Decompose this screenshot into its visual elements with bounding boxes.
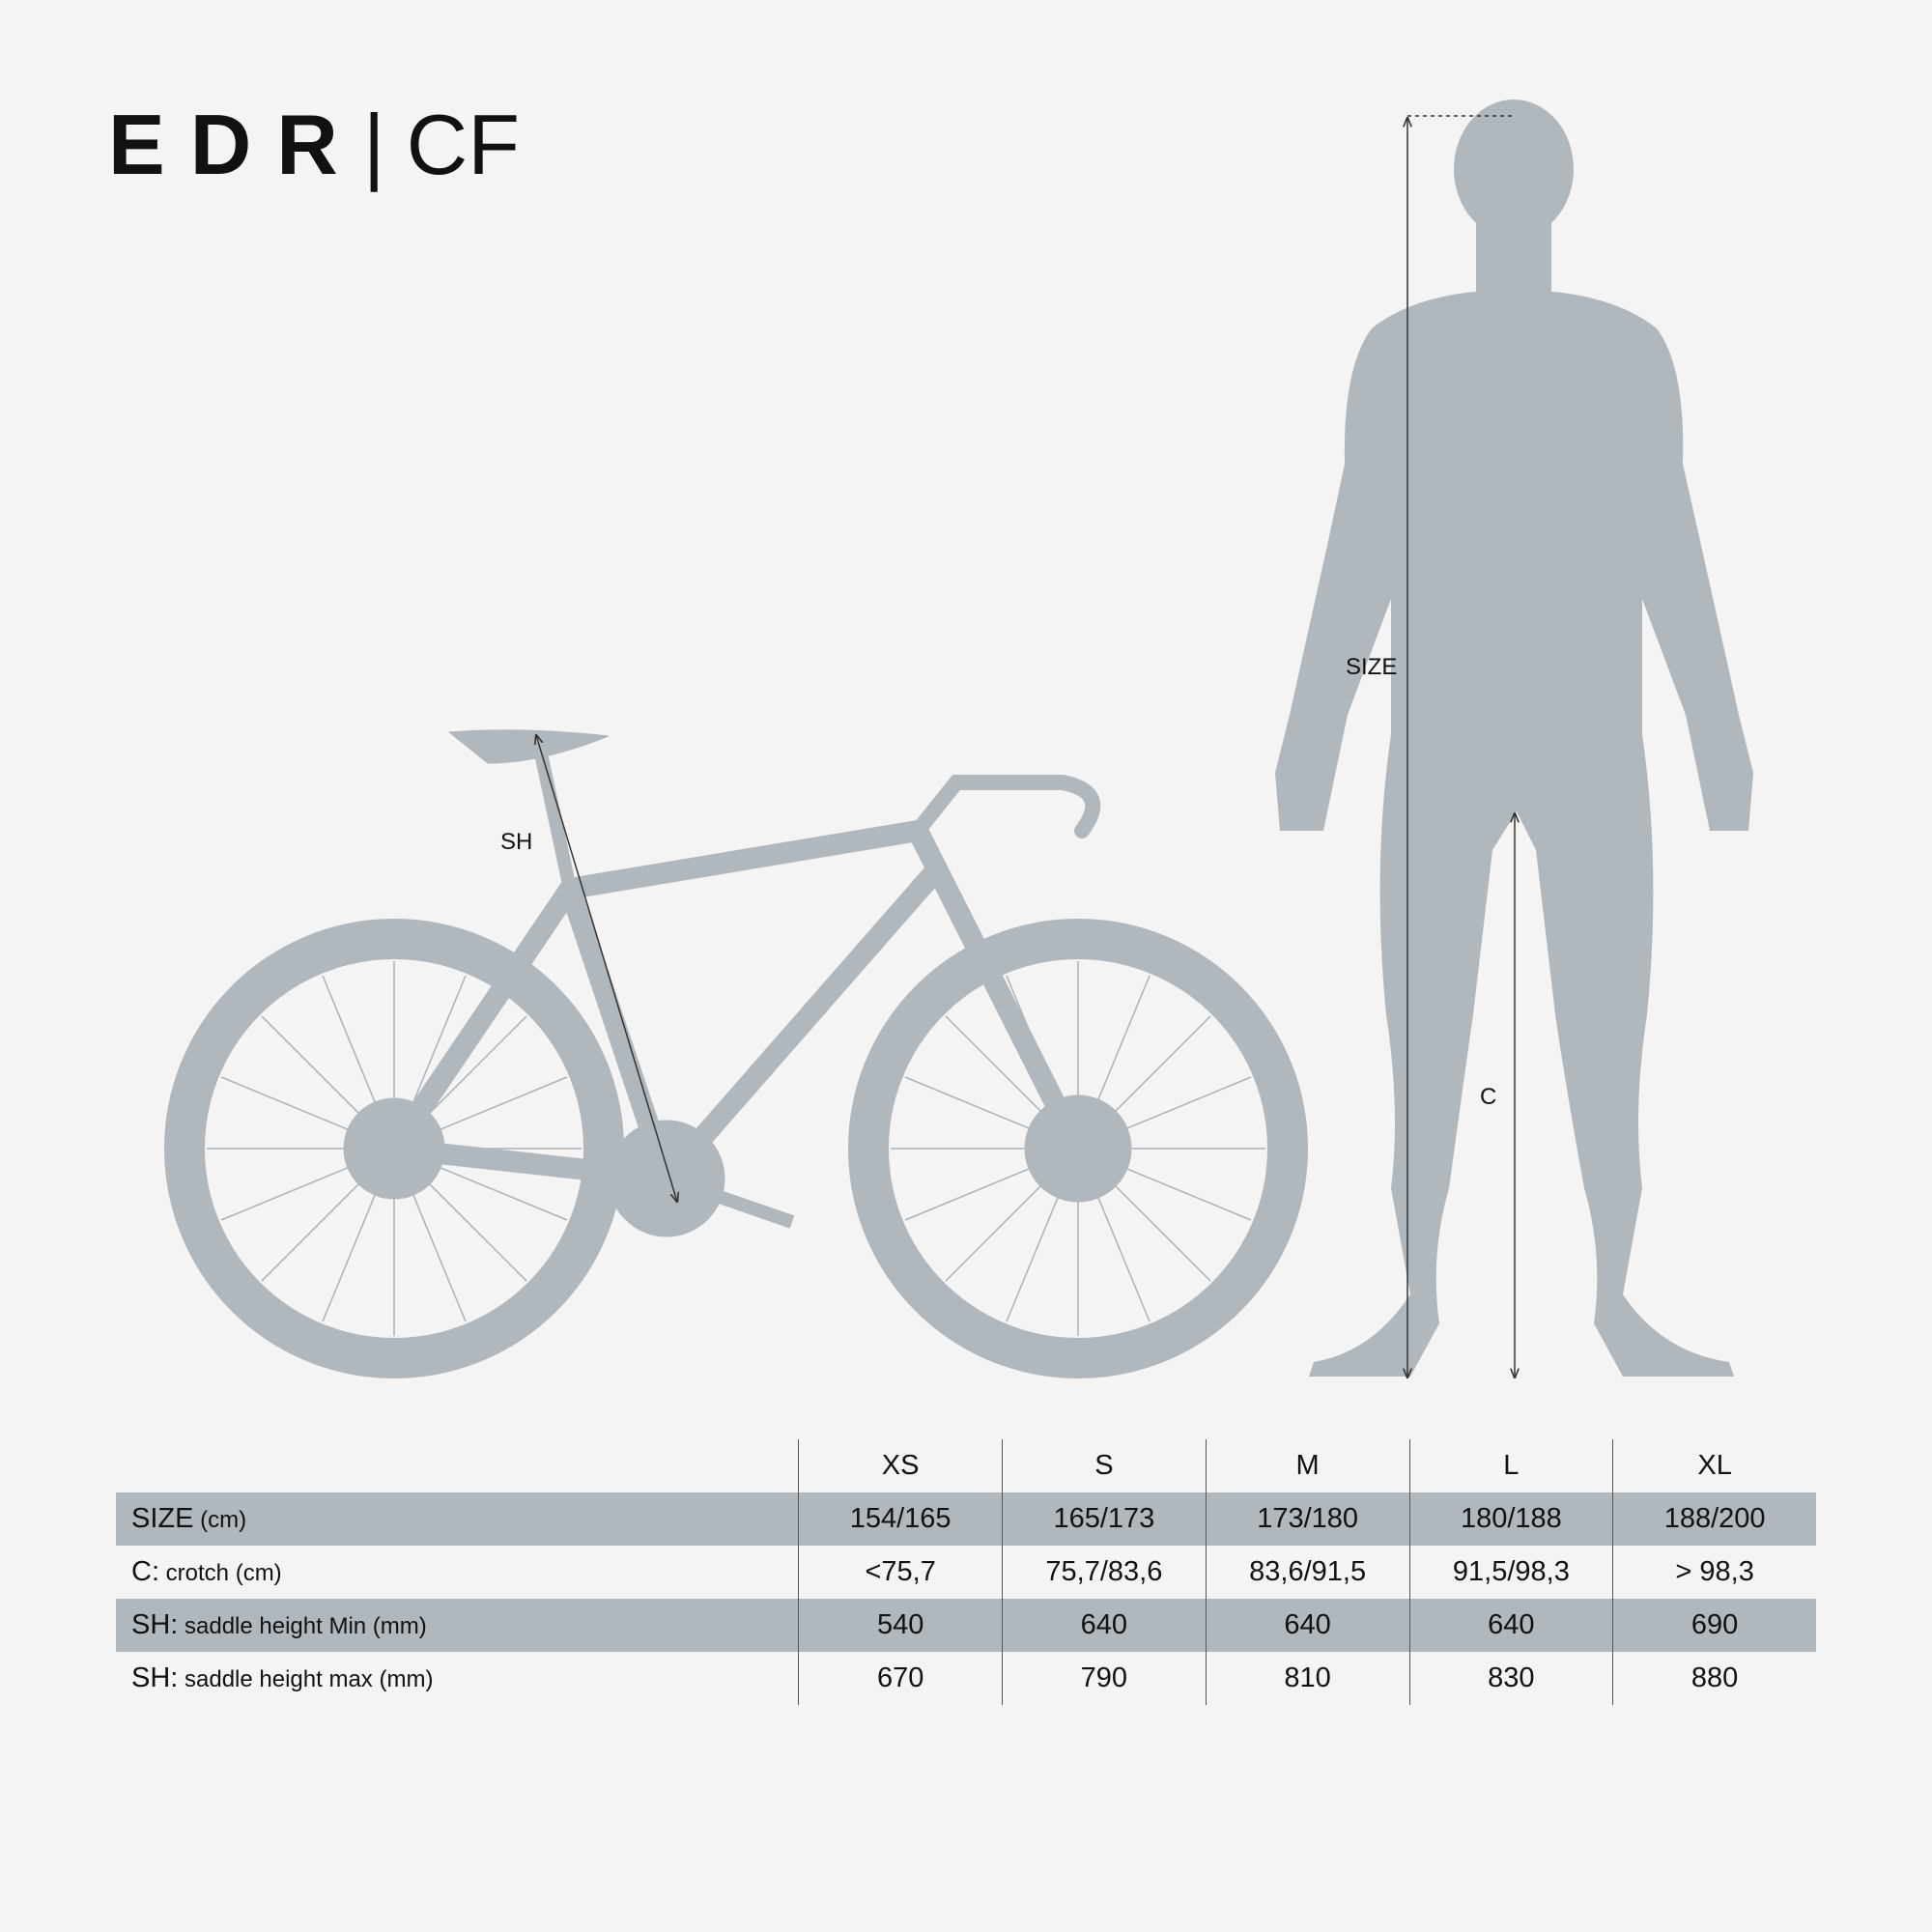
disc-rotor — [1024, 1094, 1132, 1203]
c-label: C — [1480, 1084, 1497, 1110]
table-row: C: crotch (cm) <75,7 75,7/83,6 83,6/91,5… — [116, 1546, 1816, 1599]
bicycle-silhouette — [164, 729, 1308, 1378]
human-silhouette — [1275, 99, 1753, 1377]
col-s: S — [1002, 1439, 1207, 1492]
col-xl: XL — [1612, 1439, 1816, 1492]
table-row: SH: saddle height max (mm) 670 790 810 8… — [116, 1652, 1816, 1705]
cassette — [343, 1097, 445, 1200]
table-header-row: XS S M L XL — [116, 1439, 1816, 1492]
sh-label: SH — [500, 829, 533, 855]
size-label: SIZE — [1346, 654, 1398, 680]
page-title: EDR| CF — [108, 97, 520, 192]
col-l: L — [1408, 1439, 1613, 1492]
saddle-height-arrow — [536, 735, 677, 1202]
front-wheel — [848, 919, 1308, 1378]
size-table: XS S M L XL SIZE (cm) 154/165 165/173 17… — [116, 1439, 1816, 1705]
table-row: SIZE (cm) 154/165 165/173 173/180 180/18… — [116, 1492, 1816, 1546]
table-row: SH: saddle height Min (mm) 540 640 640 6… — [116, 1599, 1816, 1652]
col-m: M — [1205, 1439, 1409, 1492]
col-xs: XS — [798, 1439, 1003, 1492]
